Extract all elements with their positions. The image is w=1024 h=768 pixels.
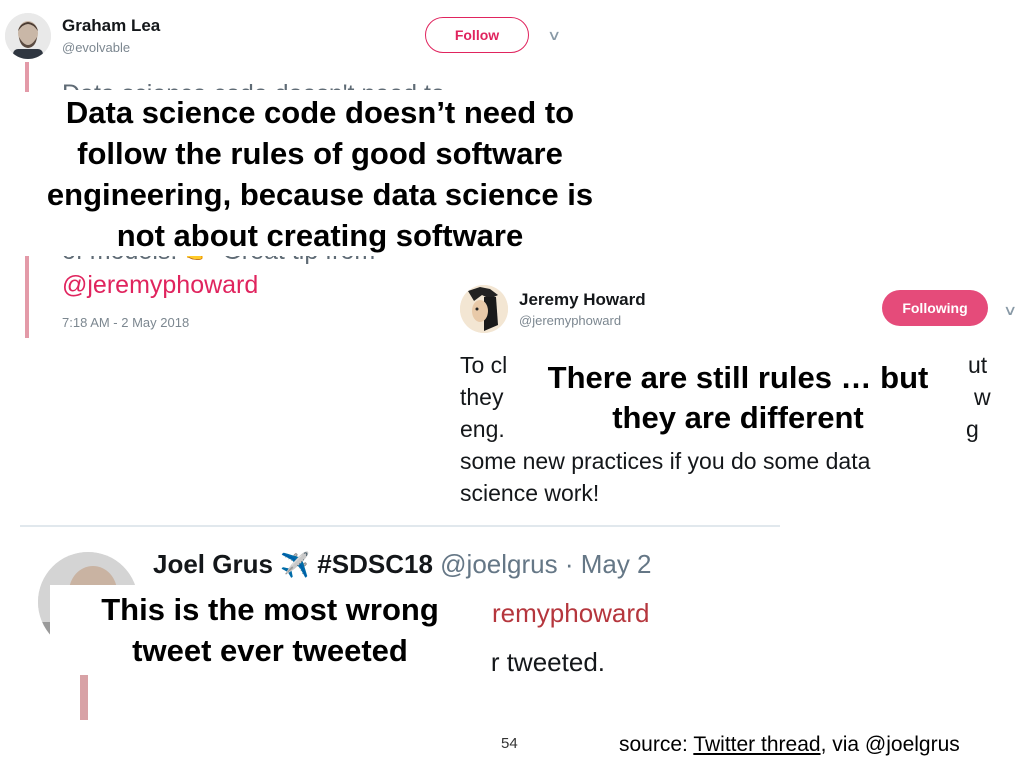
- person-avatar-icon: [5, 13, 51, 59]
- tweet2-fragment: w: [974, 384, 991, 410]
- tweet3-mention-link[interactable]: remyphoward: [492, 598, 650, 628]
- caption-line: they are different: [612, 400, 864, 435]
- tweet2-author-handle[interactable]: @jeremyphoward: [519, 313, 622, 328]
- tweet2-body-line: some new practices if you do some data: [460, 448, 871, 474]
- tweet2-body-line: eng.: [460, 416, 505, 442]
- follow-button[interactable]: Follow: [425, 17, 529, 53]
- tweet2-body-line: science work!: [460, 480, 600, 506]
- graham-lea-avatar[interactable]: [5, 13, 51, 59]
- tweet3-header: Joel Grus ✈️ #SDSC18 @joelgrus · May 2: [153, 549, 652, 580]
- caption-line: Data science code doesn’t need to: [65, 95, 575, 130]
- tweet2-fragment: g: [966, 416, 979, 442]
- tweet2-body: To cl they eng. some new practices if yo…: [460, 349, 1000, 509]
- tweet2-author-name[interactable]: Jeremy Howard: [519, 290, 646, 309]
- tweet1-timestamp[interactable]: 7:18 AM - 2 May 2018: [62, 315, 190, 330]
- slide-caption-3: This is the most wrong tweet ever tweete…: [50, 585, 490, 675]
- caption-line: tweet ever tweeted: [132, 633, 408, 668]
- tweet2-body-line: they: [460, 384, 504, 410]
- caption-line: This is the most wrong: [101, 592, 439, 627]
- chevron-down-icon[interactable]: ∨: [1002, 302, 1018, 318]
- caption-line: engineering, because data science is: [46, 177, 594, 212]
- source-prefix: source:: [619, 733, 694, 756]
- jeremy-howard-avatar[interactable]: [460, 285, 508, 333]
- tweet3-handle-date[interactable]: @joelgrus · May 2: [440, 549, 652, 579]
- slide-caption-1: Data science code doesn’t need to follow…: [0, 92, 640, 256]
- tweet1-mention-link[interactable]: @jeremyphoward: [62, 271, 259, 299]
- tweet1-author-name[interactable]: Graham Lea: [62, 16, 161, 35]
- thread-line: [80, 670, 88, 720]
- following-button[interactable]: Following: [882, 290, 988, 326]
- chevron-down-icon[interactable]: ∨: [546, 27, 562, 43]
- caption-line: not about creating software: [116, 218, 524, 253]
- caption-line: There are still rules … but: [547, 360, 929, 395]
- tweet2-fragment: ut: [968, 352, 988, 378]
- tweet3-author-name[interactable]: Joel Grus: [153, 549, 273, 579]
- slide-caption-2: There are still rules … but they are dif…: [517, 354, 959, 442]
- tweet-divider: [20, 525, 780, 527]
- tweet2-body-line: To cl: [460, 352, 508, 378]
- tweet3-hashtag[interactable]: #SDSC18: [317, 549, 433, 579]
- tweet1-partial-text-top: Data science code doesn't need to: [62, 74, 445, 90]
- tweet1-author-handle[interactable]: @evolvable: [62, 40, 131, 55]
- airplane-icon: ✈️: [280, 552, 311, 579]
- source-suffix: , via @joelgrus: [820, 733, 960, 756]
- tweet2-body-fragments: ut w g: [966, 349, 1006, 445]
- twitter-thread-link[interactable]: Twitter thread: [693, 733, 821, 756]
- person-avatar-icon: [460, 285, 508, 333]
- source-attribution: source: Twitter thread, via @joelgrus: [619, 733, 960, 757]
- slide-page-number: 54: [501, 735, 518, 752]
- caption-line: follow the rules of good software: [77, 136, 563, 171]
